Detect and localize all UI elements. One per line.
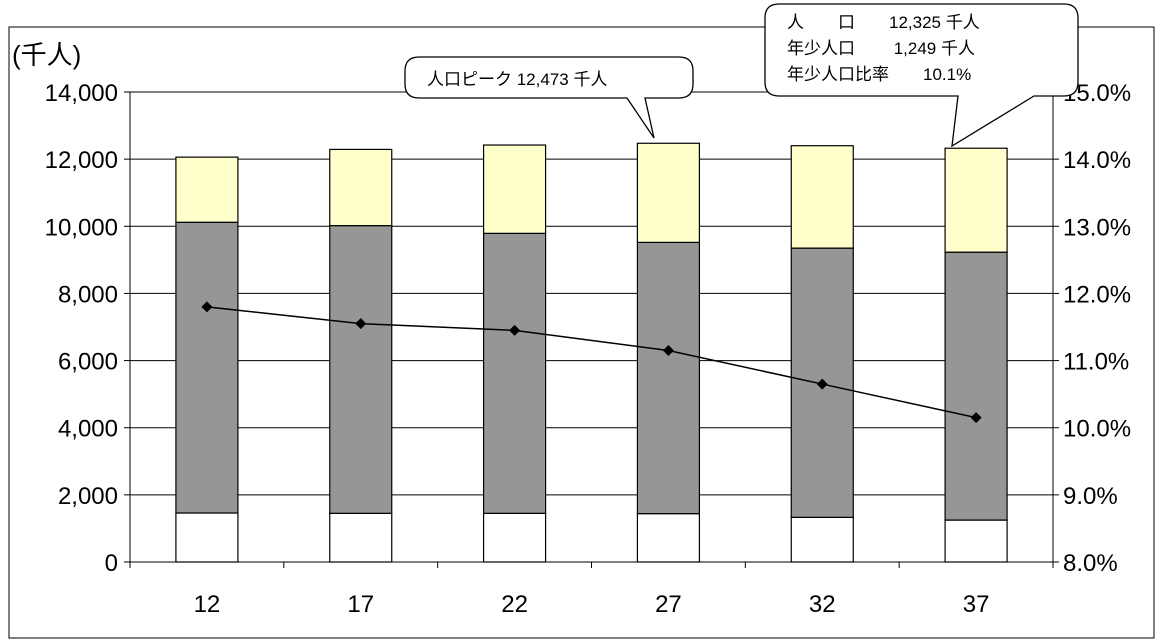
bar-segment-2 [175, 156, 239, 223]
gridlines [130, 158, 1053, 496]
ratio-line [206, 306, 977, 419]
bar-segment-0 [175, 512, 239, 563]
right-tick-label: 12.0% [1063, 281, 1131, 308]
left-axis-unit-label: (千人) [12, 40, 81, 70]
bar-segment-0 [329, 512, 393, 563]
bar-segment-0 [944, 519, 1008, 563]
plot-area [129, 91, 1054, 563]
right-axis: 8.0%9.0%10.0%11.0%12.0%13.0%14.0%15.0% [1053, 80, 1131, 577]
x-tick-label: 12 [194, 591, 221, 618]
ratio-point-marker [201, 301, 213, 313]
ratio-line-series [201, 301, 982, 424]
left-tick-label: 14,000 [45, 80, 118, 107]
left-tick-label: 2,000 [58, 483, 118, 510]
left-tick-label: 4,000 [58, 416, 118, 443]
ratio-point-marker [816, 378, 828, 390]
bar-series [175, 142, 1008, 563]
ratio-point-marker [509, 324, 521, 336]
left-tick-label: 8,000 [58, 281, 118, 308]
bar-segment-2 [329, 148, 393, 227]
ratio-point-marker [355, 318, 367, 330]
bar-segment-2 [482, 144, 547, 234]
bar-segment-0 [636, 513, 701, 563]
callout-line: 人口ピーク 12,473 千人 [427, 70, 607, 89]
callout-line: 人 口 12,325 千人 [787, 13, 980, 32]
left-tick-label: 12,000 [45, 147, 118, 174]
x-tick-label: 22 [501, 591, 528, 618]
bar-segment-2 [636, 142, 701, 243]
left-tick-label: 10,000 [45, 214, 118, 241]
x-axis: 12 17 22 27 32 37 [129, 562, 1054, 618]
bar-segment-1 [329, 225, 393, 514]
x-tick-label: 37 [963, 591, 990, 618]
bar-segment-2 [944, 147, 1008, 253]
right-tick-label: 9.0% [1063, 483, 1118, 510]
x-tick-label: 17 [347, 591, 374, 618]
bar-segment-1 [175, 221, 239, 514]
callout-line: 年少人口 1,249 千人 [787, 39, 975, 58]
left-axis: 0 2,000 4,000 6,000 8,000 10,000 12,000 14,000 [45, 80, 130, 577]
bar-segment-2 [790, 145, 854, 249]
bar-segment-1 [636, 241, 701, 515]
left-tick-label: 6,000 [58, 349, 118, 376]
bar-segment-0 [790, 516, 854, 563]
bar-segment-1 [944, 251, 1008, 521]
x-tick-label: 32 [809, 591, 836, 618]
x-tick-label: 27 [655, 591, 682, 618]
ratio-point-marker [662, 345, 674, 356]
ratio-point-marker [970, 412, 982, 424]
right-tick-label: 13.0% [1063, 214, 1131, 241]
callout-line: 年少人口比率 10.1% [787, 65, 971, 84]
right-tick-label: 11.0% [1063, 349, 1129, 376]
callout-bubble [764, 3, 1079, 148]
right-tick-label: 14.0% [1063, 147, 1131, 174]
right-tick-label: 8.0% [1063, 550, 1118, 577]
bar-segment-0 [482, 512, 547, 563]
callout-bubble [404, 56, 694, 139]
right-tick-label: 10.0% [1063, 416, 1131, 443]
left-tick-label: 0 [105, 550, 118, 577]
bar-segment-1 [482, 232, 547, 514]
